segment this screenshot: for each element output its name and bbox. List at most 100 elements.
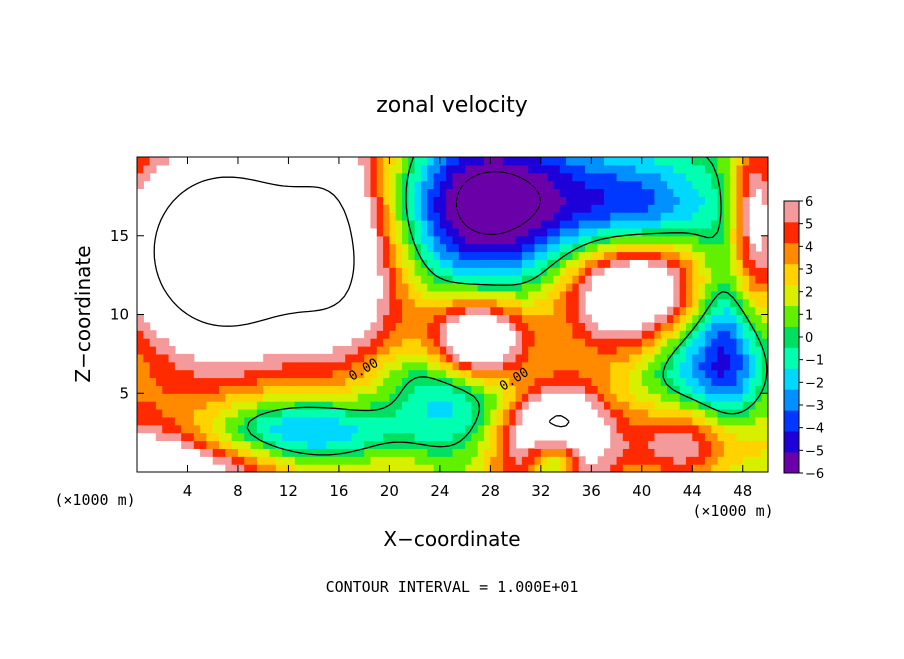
heatmap-cell [698, 432, 706, 442]
heatmap-cell [231, 393, 239, 402]
heatmap-cell [742, 322, 750, 331]
heatmap-cell [389, 188, 397, 197]
heatmap-cell [319, 416, 327, 426]
heatmap-cell [540, 196, 548, 205]
heatmap-cell [427, 251, 435, 260]
heatmap-cell [389, 259, 397, 268]
heatmap-cell [395, 298, 403, 308]
heatmap-cell [622, 330, 630, 339]
heatmap-cell [376, 196, 384, 205]
heatmap-cell [458, 369, 466, 379]
y-axis-unit: (×1000 m) [54, 491, 135, 509]
heatmap-cell [307, 369, 315, 379]
heatmap-cell [149, 157, 157, 166]
heatmap-cell [376, 401, 384, 410]
heatmap-cell [477, 180, 485, 190]
heatmap-cell [654, 346, 662, 355]
heatmap-cell [679, 283, 687, 292]
heatmap-cell [452, 306, 460, 316]
heatmap-cell [635, 353, 643, 363]
heatmap-cell [162, 346, 170, 355]
heatmap-cell [439, 251, 447, 260]
heatmap-cell [585, 275, 592, 284]
heatmap-cell [370, 377, 378, 386]
heatmap-cell [420, 424, 428, 434]
heatmap-cell [673, 361, 681, 371]
heatmap-cell [755, 283, 763, 292]
heatmap-cell [269, 393, 277, 402]
heatmap-cell [742, 180, 750, 190]
heatmap-cell [685, 448, 693, 457]
heatmap-cell [446, 243, 454, 253]
heatmap-cell [616, 196, 624, 205]
heatmap-cell [679, 409, 687, 418]
heatmap-cell [490, 180, 498, 190]
heatmap-cell [452, 432, 460, 442]
heatmap-cell [629, 353, 637, 363]
heatmap-cell [629, 416, 637, 426]
heatmap-cell [357, 432, 365, 442]
heatmap-cell [357, 385, 365, 394]
heatmap-cell [313, 456, 321, 465]
heatmap-cell [427, 330, 435, 339]
heatmap-cell [187, 353, 195, 363]
heatmap-cell [155, 424, 163, 434]
heatmap-cell [761, 416, 768, 426]
heatmap-cell [427, 385, 435, 394]
heatmap-cell [509, 346, 517, 355]
heatmap-cell [414, 377, 422, 386]
heatmap-cell [692, 251, 700, 260]
heatmap-cell [490, 204, 498, 213]
heatmap-cell [313, 448, 321, 457]
heatmap-cell [446, 464, 454, 472]
heatmap-cell [673, 416, 681, 426]
heatmap-cell [660, 464, 668, 472]
heatmap-cell [357, 456, 365, 465]
heatmap-cell [301, 377, 308, 386]
heatmap-cell [370, 393, 378, 402]
heatmap-cell [219, 393, 226, 402]
heatmap-cell [402, 180, 409, 190]
heatmap-cell [534, 164, 542, 174]
heatmap-cell [723, 212, 731, 221]
heatmap-cell [477, 290, 485, 300]
heatmap-cell [679, 346, 687, 355]
heatmap-cell [427, 456, 435, 465]
heatmap-cell [667, 180, 674, 190]
heatmap-cell [711, 338, 719, 347]
heatmap-cell [591, 235, 599, 245]
heatmap-cell [528, 251, 536, 260]
heatmap-cell [370, 416, 378, 426]
heatmap-cell [616, 409, 624, 418]
heatmap-cell [528, 322, 536, 331]
heatmap-cell [616, 401, 624, 410]
heatmap-cell [603, 409, 611, 418]
heatmap-cell [540, 251, 548, 260]
heatmap-cell [181, 377, 189, 386]
heatmap-cell [629, 204, 637, 213]
heatmap-cell [345, 369, 353, 379]
heatmap-cell [521, 456, 529, 465]
heatmap-cell [704, 164, 712, 174]
heatmap-cell [376, 385, 384, 394]
heatmap-cell [547, 456, 555, 465]
heatmap-cell [256, 377, 264, 386]
heatmap-cell [610, 346, 618, 355]
heatmap-cell [742, 172, 750, 182]
heatmap-cell [452, 267, 460, 276]
colorbar-label: −3 [805, 399, 824, 414]
heatmap-cell [263, 464, 271, 472]
heatmap-cell [730, 164, 738, 174]
heatmap-cell [288, 385, 296, 394]
heatmap-cell [679, 243, 687, 253]
heatmap-cell [427, 306, 435, 316]
heatmap-cell [389, 322, 397, 331]
heatmap-cell [509, 204, 517, 213]
heatmap-cell [433, 361, 441, 371]
heatmap-cell [326, 385, 334, 394]
heatmap-cell [679, 330, 687, 339]
heatmap-cell [219, 424, 226, 434]
heatmap-cell [692, 385, 700, 394]
heatmap-cell [162, 353, 170, 363]
